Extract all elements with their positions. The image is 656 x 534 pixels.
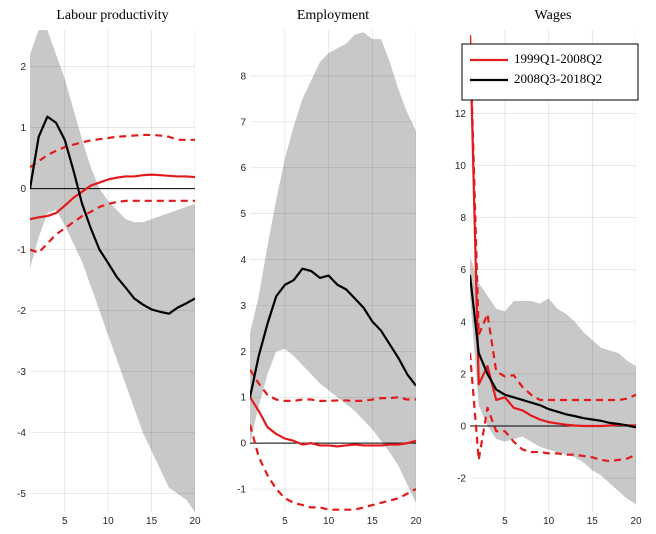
legend-label: 2008Q3-2018Q2 xyxy=(514,71,602,86)
x-tick-label: 15 xyxy=(146,516,158,527)
panel: Wages -2 0 2 4 6 8 10 12 5 10 15 20 xyxy=(455,8,642,527)
y-tick-label: 12 xyxy=(455,109,467,120)
plot-area xyxy=(30,30,195,512)
legend: 1999Q1-2008Q2 2008Q3-2018Q2 xyxy=(461,43,639,101)
series-line xyxy=(30,173,195,221)
y-tick-label: 10 xyxy=(455,161,467,172)
x-tick-label: 10 xyxy=(103,516,115,527)
band-line xyxy=(470,35,636,402)
series-line xyxy=(470,35,636,428)
x-tick-label: 20 xyxy=(410,516,422,527)
y-tick-label: 0 xyxy=(240,439,246,450)
y-tick-label: -3 xyxy=(17,367,26,378)
y-tick-label: 6 xyxy=(460,265,466,276)
series-line xyxy=(30,115,195,315)
band-line xyxy=(470,352,636,463)
y-tick-label: -1 xyxy=(17,245,26,256)
x-tick-label: 5 xyxy=(282,516,288,527)
y-tick-label: 5 xyxy=(240,209,246,220)
panel: Labour productivity -5 -4 -3 -2 -1 0 1 2 5 10 15 20 xyxy=(17,8,201,527)
y-tick-label: -5 xyxy=(17,489,26,500)
confidence-band xyxy=(470,256,636,505)
y-tick-label: 4 xyxy=(240,255,246,266)
x-tick-label: 5 xyxy=(62,516,68,527)
band-line xyxy=(30,199,195,254)
x-tick-label: 20 xyxy=(189,516,201,527)
y-tick-label: 1 xyxy=(240,393,246,404)
y-tick-label: 0 xyxy=(20,184,26,195)
x-tick-label: 10 xyxy=(323,516,335,527)
y-tick-label: 2 xyxy=(460,369,466,380)
y-tick-label: 2 xyxy=(20,62,26,73)
plot-area xyxy=(470,30,636,512)
x-tick-label: 10 xyxy=(543,516,555,527)
legend-label: 1999Q1-2008Q2 xyxy=(514,51,602,66)
panel-title: Wages xyxy=(535,8,572,23)
x-tick-label: 15 xyxy=(367,516,379,527)
y-tick-label: 7 xyxy=(240,117,246,128)
band-line xyxy=(250,369,416,403)
y-tick-label: 4 xyxy=(460,317,466,328)
series-line xyxy=(250,267,416,398)
x-tick-label: 20 xyxy=(630,516,642,527)
y-tick-label: -2 xyxy=(17,306,26,317)
series-line xyxy=(470,274,636,429)
band-line xyxy=(250,424,416,511)
y-tick-label: 6 xyxy=(240,163,246,174)
x-tick-label: 5 xyxy=(502,516,508,527)
legend-box xyxy=(461,43,639,101)
y-tick-label: 2 xyxy=(240,347,246,358)
panel-title: Labour productivity xyxy=(56,8,168,23)
panel: Employment -1 0 1 2 3 4 5 6 7 8 5 10 15 20 xyxy=(237,8,422,527)
y-tick-label: -4 xyxy=(17,428,26,439)
y-tick-label: -2 xyxy=(457,474,466,485)
band-line xyxy=(30,133,195,169)
y-tick-label: 3 xyxy=(240,301,246,312)
x-tick-label: 15 xyxy=(587,516,599,527)
confidence-band xyxy=(250,32,416,503)
y-tick-label: 8 xyxy=(460,213,466,224)
y-tick-label: 8 xyxy=(240,71,246,82)
y-tick-label: 1 xyxy=(20,123,26,134)
panel-title: Employment xyxy=(297,8,369,23)
plot-area xyxy=(250,30,416,512)
y-tick-label: 0 xyxy=(460,422,466,433)
series-line xyxy=(250,396,416,448)
y-tick-label: -1 xyxy=(237,485,246,496)
